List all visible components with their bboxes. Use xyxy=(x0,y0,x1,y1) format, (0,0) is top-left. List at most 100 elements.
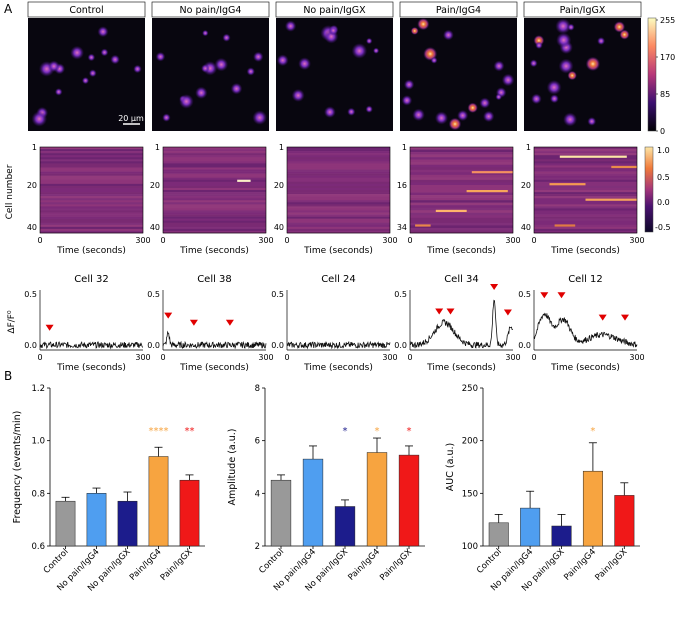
heatmap-row-stripe xyxy=(534,159,637,162)
heatmap-row-stripe xyxy=(534,169,637,172)
trace-panel-4: Cell 12 0.5 0.00 300 Time (seconds) xyxy=(518,274,644,373)
heatmap-row-stripe xyxy=(40,177,143,181)
cell-spot xyxy=(48,60,60,73)
image-row: Control 20 µm No pain/IgG4 No pain/IgGX Pain… xyxy=(27,1,642,131)
heatmap-panel-1: 1 20 400 300 Time (seconds) xyxy=(150,143,274,256)
heatmap-event xyxy=(415,224,431,227)
cell-spot xyxy=(585,56,601,72)
heatmap-row-stripe xyxy=(40,173,143,176)
heatmap-row-stripe xyxy=(163,149,266,152)
cell-spot xyxy=(222,33,231,42)
trace-xlabel: Time (seconds) xyxy=(426,363,496,373)
heatmap-row-stripe xyxy=(410,192,513,196)
trace-line xyxy=(286,340,391,350)
cell-spot xyxy=(619,29,630,40)
event-marker xyxy=(490,284,499,290)
heatmap-row-stripe xyxy=(287,179,390,183)
heatmap-xtick: 0 xyxy=(284,236,289,245)
heatmap-ytick: 20 xyxy=(150,181,160,190)
trace-ytick: 0.0 xyxy=(24,341,37,350)
bar-4 xyxy=(179,479,200,547)
heatmap-ytick: 20 xyxy=(521,181,531,190)
heatmap-row-stripe xyxy=(410,227,513,231)
cell-spot xyxy=(412,108,425,122)
heatmap-row-stripe xyxy=(410,147,513,150)
heatmap-row-stripe xyxy=(163,224,266,228)
heatmap-event xyxy=(466,190,508,193)
heatmap-row-stripe xyxy=(163,151,266,154)
heatmap-row-stripe xyxy=(534,224,637,228)
heatmap-row-stripe xyxy=(287,149,390,152)
heatmap-row-stripe xyxy=(163,196,266,199)
heatmap-row-stripe xyxy=(534,196,637,199)
heatmap-row-stripe xyxy=(163,183,266,187)
heatmap-row-stripe xyxy=(163,206,266,209)
heatmap-row-stripe xyxy=(40,198,143,201)
bar-3 xyxy=(582,470,603,547)
cell-spot xyxy=(54,88,63,96)
heatmap-row-stripe xyxy=(534,222,637,226)
img-colorbar-tick-0: 0 xyxy=(660,127,665,136)
heatmap-row-stripe xyxy=(40,200,143,203)
heatmap-row-stripe xyxy=(410,179,513,183)
heatmap-row-stripe xyxy=(40,190,143,193)
cell-spot xyxy=(613,21,626,33)
heatmap-frame xyxy=(286,146,391,234)
heatmap-row-stripe xyxy=(163,181,266,185)
event-marker xyxy=(446,308,455,315)
cell-spot xyxy=(495,93,503,101)
heatmap-row-stripe xyxy=(287,228,390,232)
heatmap-row-stripe xyxy=(163,202,266,205)
heatmap-row-stripe xyxy=(40,226,143,230)
heatmap-row-stripe xyxy=(534,192,637,195)
cell-spot xyxy=(529,59,538,68)
heatmap-row-stripe xyxy=(163,169,266,172)
trace-ytick: 0.0 xyxy=(518,341,531,350)
bar-ytick-label: 250 xyxy=(462,384,478,394)
trace-xlabel: Time (seconds) xyxy=(179,363,249,373)
bar-ylabel: Amplitude (a.u.) xyxy=(227,429,238,506)
heatmap-frame xyxy=(39,146,144,234)
bar-category-label: Pain/IgG4 xyxy=(346,547,382,583)
event-marker xyxy=(557,292,566,299)
heatmap-row-stripe xyxy=(410,187,513,191)
cell-spot xyxy=(366,37,373,45)
heatmap-row-stripe xyxy=(410,205,513,209)
heatmap-ytick: 1 xyxy=(526,143,531,152)
heatmap-row-stripe xyxy=(40,169,143,172)
bar-charts: 0.6 0.8 1.0 1.2 Frequency (events/min) Contro… xyxy=(12,384,640,594)
heatmap-row-stripe xyxy=(534,149,637,152)
heatmap-row-stripe xyxy=(163,200,266,203)
heatmap-row-stripe xyxy=(40,206,143,209)
trace-xlabel: Time (seconds) xyxy=(550,363,620,373)
heatmap-ytick: 34 xyxy=(397,223,407,232)
heatmap-ylabel: Cell number xyxy=(5,164,15,219)
bar-1 xyxy=(302,458,324,547)
heatmap-row-stripe xyxy=(40,222,143,226)
heatmap-row-stripe xyxy=(163,190,266,193)
cell-spot xyxy=(546,80,562,95)
heatmap-row-stripe xyxy=(410,182,513,186)
heatmap-row-stripe xyxy=(163,153,266,156)
trace-title: Cell 38 xyxy=(197,274,232,285)
heatmap-row-stripe xyxy=(534,153,637,156)
bar-ytick-label: 8 xyxy=(255,384,260,394)
heatmap-row-stripe xyxy=(287,220,390,224)
cell-spot xyxy=(483,110,495,123)
heatmap-row-stripe xyxy=(287,198,390,201)
heatmap-row-stripe xyxy=(534,161,637,164)
cell-spot xyxy=(155,51,166,62)
trace-panel-3: Cell 34 0.5 0.00 300 Time (seconds) xyxy=(394,274,520,373)
bar-category-label: Pain/IgGX xyxy=(159,547,195,583)
heatmap-row-stripe xyxy=(410,202,513,206)
heatmap-row-stripe xyxy=(534,226,637,230)
heatmap-row-stripe xyxy=(287,212,390,215)
trace-ytick: 0.5 xyxy=(147,290,160,299)
bar-ylabel: AUC (a.u.) xyxy=(445,443,456,491)
bar-0 xyxy=(270,479,292,547)
heatmap-ytick: 40 xyxy=(150,223,160,232)
heatmap-row-stripe xyxy=(40,179,143,183)
heatmap-row-stripe xyxy=(287,202,390,205)
trace-line xyxy=(162,330,267,350)
bar-chart-0: 0.6 0.8 1.0 1.2 Frequency (events/min) Contro… xyxy=(12,384,205,594)
